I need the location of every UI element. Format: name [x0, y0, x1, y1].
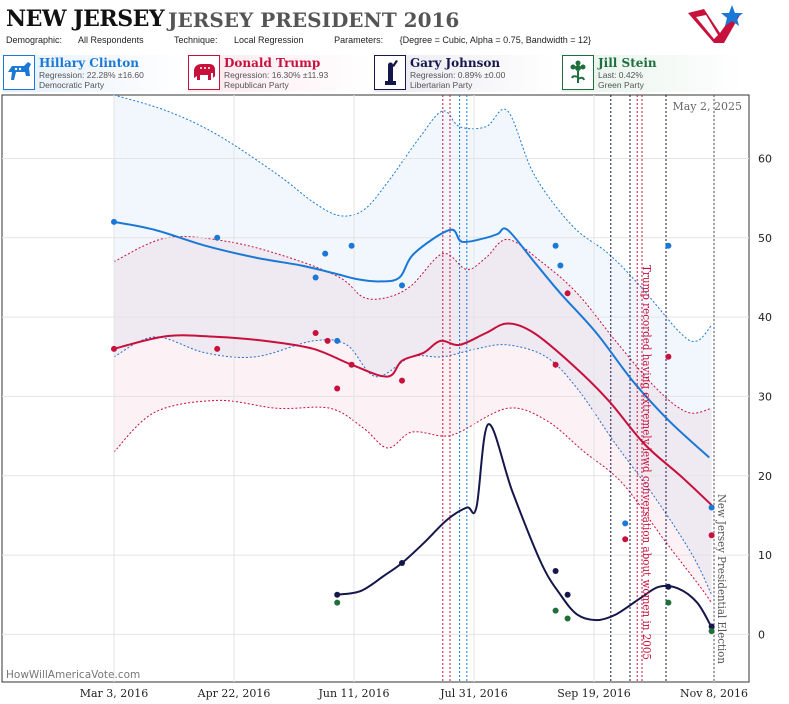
poll-point — [334, 385, 341, 392]
y-tick-label: 20 — [758, 470, 772, 483]
liberty-statue-icon — [374, 55, 406, 90]
candidate-stat: Regression: 0.89% ±0.00 — [410, 70, 506, 80]
candidate-stat: Last: 0.42% — [598, 70, 643, 80]
poll-point — [665, 353, 672, 360]
poll-point — [399, 560, 405, 567]
site-logo-icon — [688, 5, 743, 43]
x-tick-label: Apr 22, 2016 — [197, 687, 271, 700]
candidate-name: Donald Trump — [224, 56, 321, 70]
poll-point — [552, 242, 559, 249]
poll-point — [334, 591, 341, 598]
race-title: JERSEY PRESIDENT 2016 — [168, 8, 460, 32]
poll-point — [665, 599, 672, 606]
poll-point — [708, 504, 715, 511]
poll-point — [322, 250, 329, 257]
candidate-name: Hillary Clinton — [39, 56, 139, 70]
annotation-election: New Jersey Presidential Election — [715, 494, 728, 664]
regression-line — [113, 322, 713, 506]
poll-point — [708, 532, 715, 539]
candidate-stat: Regression: 16.30% ±11.93 — [224, 70, 329, 80]
poll-point — [312, 274, 319, 281]
band-lower-line — [113, 336, 713, 595]
poll-point — [312, 329, 319, 336]
poll-point — [552, 567, 559, 574]
confidence-band — [114, 95, 712, 595]
y-tick-label: 30 — [758, 390, 772, 403]
band-lower-line — [113, 399, 713, 603]
poll-point — [564, 615, 571, 622]
parameters-value: Parameters: {Degree = Cubic, Alpha = 0.7… — [334, 35, 591, 45]
x-tick-label: Jun 11, 2016 — [317, 687, 389, 700]
poll-point — [552, 607, 559, 614]
regression-line — [113, 220, 710, 459]
technique-label: Technique: Local Regression — [173, 35, 304, 45]
donkey-icon — [3, 55, 35, 90]
band-upper-line — [113, 94, 712, 343]
candidate-card-stein: Jill Stein Last: 0.42% Green Party — [562, 55, 744, 92]
y-tick-label: 60 — [758, 152, 772, 165]
candidate-party: Democratic Party — [39, 80, 105, 90]
x-tick-label: Sep 19, 2016 — [557, 687, 631, 700]
watermark: HowWillAmericaVote.com — [6, 669, 140, 681]
poll-point — [214, 345, 221, 352]
poll-point — [622, 536, 629, 543]
candidate-card-johnson: Gary Johnson Regression: 0.89% ±0.00 Lib… — [374, 55, 556, 92]
y-tick-label: 0 — [758, 628, 765, 641]
y-tick-label: 50 — [758, 232, 772, 245]
poll-point — [665, 583, 672, 590]
poll-point — [348, 242, 355, 249]
flower-icon — [562, 55, 594, 90]
parameters-line: Demographic: All Respondents Technique: … — [6, 35, 619, 45]
poll-point — [564, 290, 571, 297]
poll-point — [557, 262, 564, 269]
poll-point — [324, 337, 331, 344]
poll-point — [665, 242, 672, 249]
poll-point — [111, 345, 117, 352]
poll-point — [334, 337, 341, 344]
x-tick-label: Nov 8, 2016 — [680, 687, 748, 700]
poll-point — [552, 361, 559, 368]
candidate-card-clinton: Hillary Clinton Regression: 22.28% ±16.6… — [3, 55, 185, 92]
candidate-party: Republican Party — [224, 80, 289, 90]
candidate-party: Green Party — [598, 80, 644, 90]
date-label: May 2, 2025 — [672, 100, 742, 113]
regression-line — [337, 423, 713, 628]
poll-point — [348, 361, 355, 368]
demographic-label: Demographic: All Respondents — [6, 35, 144, 45]
y-tick-label: 10 — [758, 549, 772, 562]
state-title: NEW JERSEY — [6, 6, 165, 32]
candidate-party: Libertarian Party — [410, 80, 473, 90]
candidate-card-trump: Donald Trump Regression: 16.30% ±11.93 R… — [188, 55, 370, 92]
poll-point — [111, 218, 117, 225]
candidate-stat: Regression: 22.28% ±16.60 — [39, 70, 144, 80]
poll-point — [622, 520, 629, 527]
x-tick-label: Jul 31, 2016 — [439, 687, 508, 700]
poll-point — [708, 628, 715, 635]
candidate-name: Jill Stein — [598, 56, 657, 70]
poll-point — [334, 599, 341, 606]
poll-point — [399, 282, 405, 289]
x-tick-label: Mar 3, 2016 — [80, 687, 149, 700]
poll-point — [399, 377, 405, 384]
candidate-name: Gary Johnson — [410, 56, 501, 70]
poll-point — [564, 591, 571, 598]
plot-area — [1, 94, 750, 683]
elephant-icon — [188, 55, 220, 90]
confidence-band — [114, 236, 712, 603]
poll-point — [214, 234, 221, 241]
y-tick-label: 40 — [758, 311, 772, 324]
poll-point — [708, 623, 715, 630]
annotation-lewd-tape: Trump recorded having extremely lewd con… — [640, 265, 653, 660]
